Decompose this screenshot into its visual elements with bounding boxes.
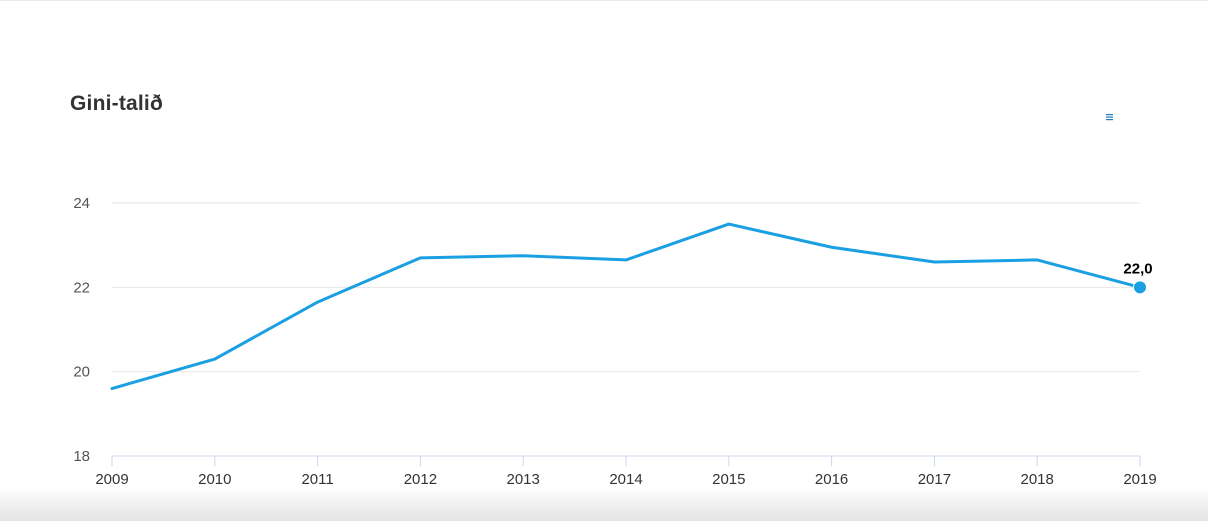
- x-tick-label: 2011: [301, 471, 333, 488]
- chart-title: Gini-talið: [70, 92, 163, 115]
- y-tick-label: 20: [73, 364, 90, 381]
- chart-menu-button[interactable]: [1100, 108, 1120, 126]
- x-tick-label: 2019: [1123, 471, 1156, 488]
- x-tick-label: 2010: [198, 471, 231, 488]
- x-tick-label: 2012: [404, 471, 437, 488]
- x-tick-label: 2018: [1021, 471, 1054, 488]
- data-label: 22,0: [1123, 260, 1152, 277]
- x-tick-label: 2013: [507, 471, 540, 488]
- x-tick-label: 2017: [918, 471, 951, 488]
- x-tick-label: 2009: [95, 471, 128, 488]
- x-tick-label: 2015: [712, 471, 745, 488]
- y-tick-label: 24: [73, 195, 90, 212]
- top-divider: [0, 0, 1208, 1]
- hamburger-menu-icon: [1106, 114, 1113, 121]
- y-tick-label: 22: [73, 279, 90, 296]
- last-point-marker: [1133, 280, 1147, 295]
- y-tick-label: 18: [73, 448, 90, 465]
- series-line: [110, 222, 1142, 391]
- x-tick-label: 2016: [815, 471, 848, 488]
- x-tick-label: 2014: [609, 471, 642, 488]
